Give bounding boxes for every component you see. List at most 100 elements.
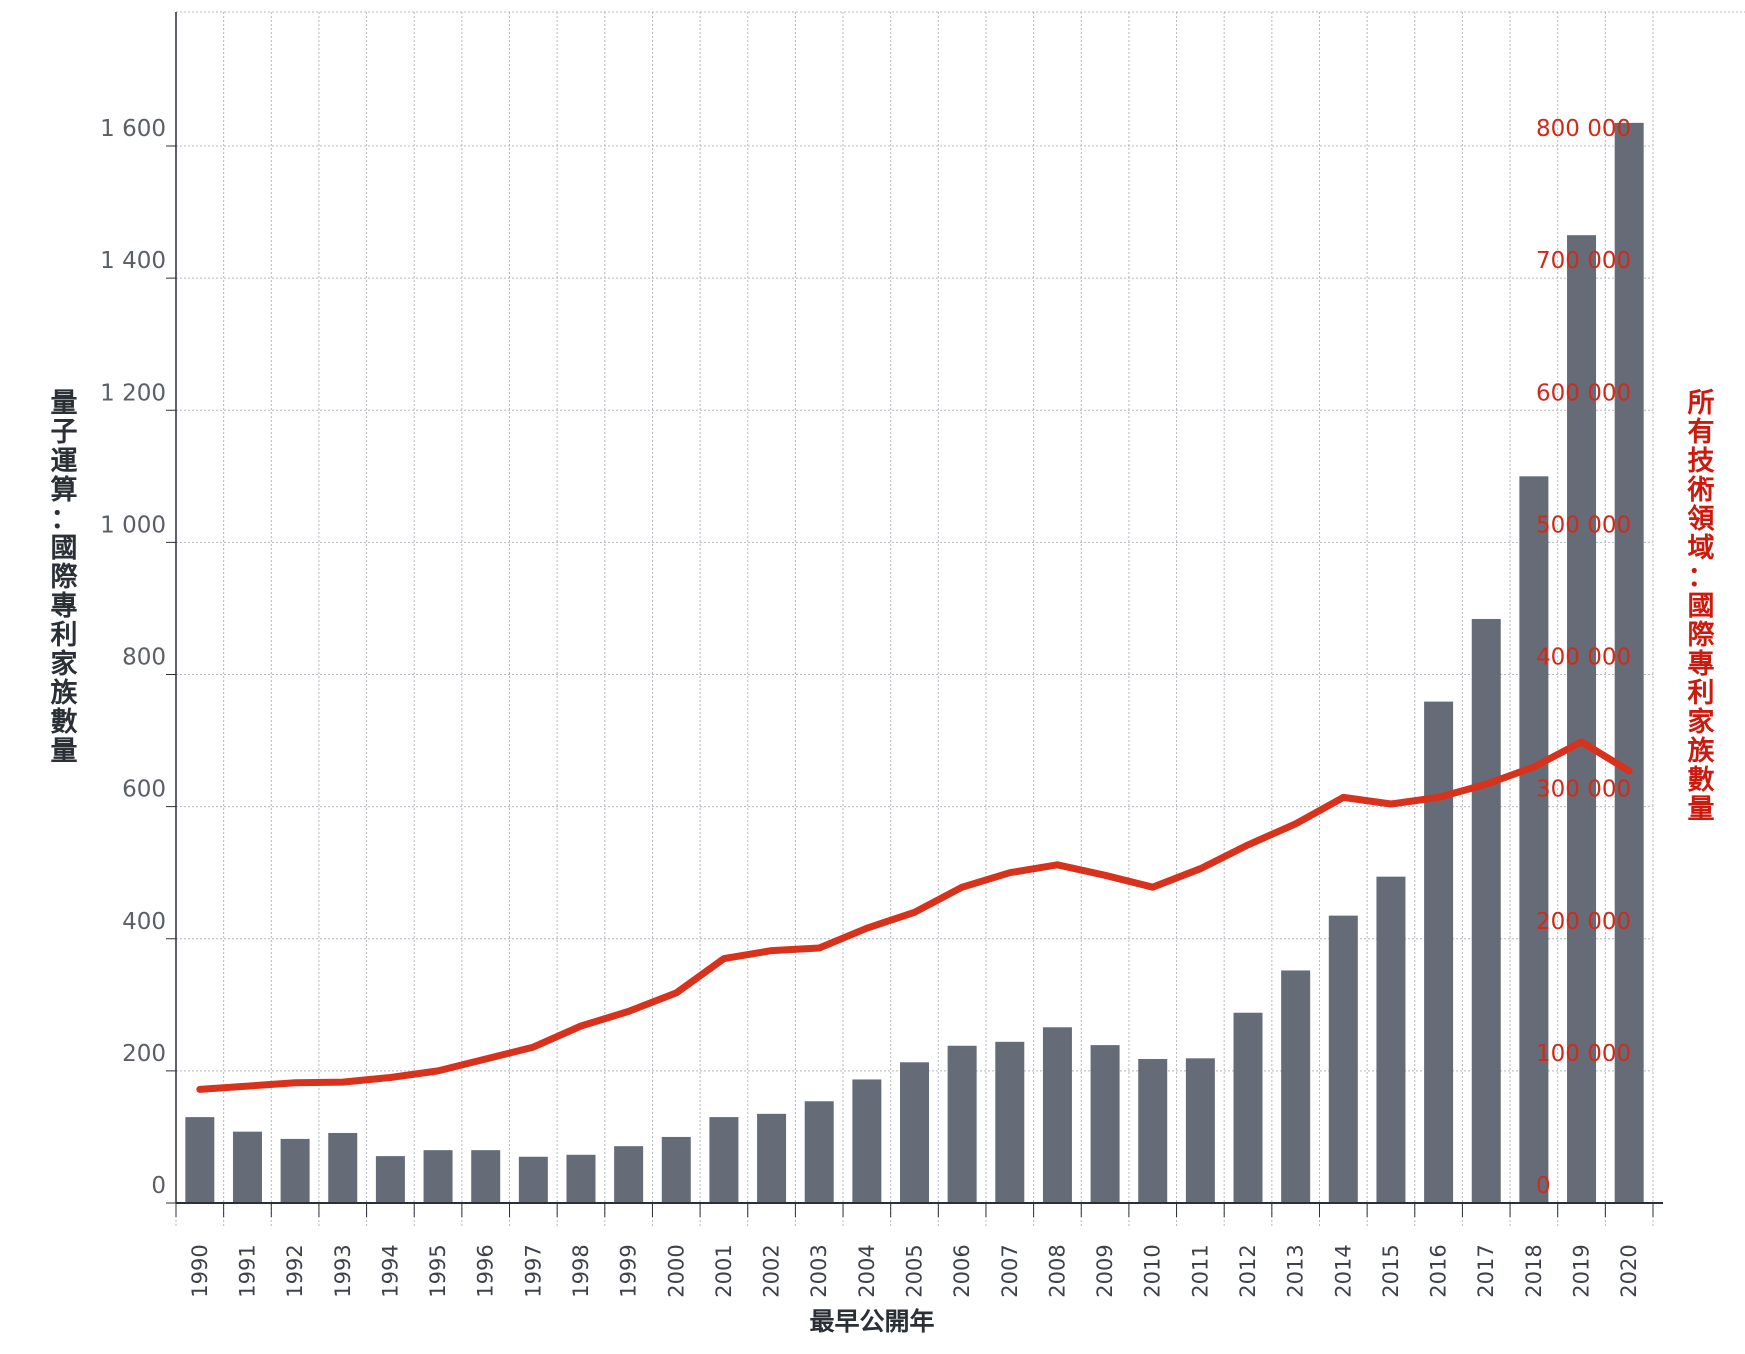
x-tick-label: 1998 — [569, 1244, 593, 1297]
axis-title-char: 子 — [51, 417, 78, 448]
y-left-tick-label: 1 000 — [100, 512, 166, 538]
bar — [566, 1154, 596, 1203]
axis-title-char: 利 — [1688, 678, 1715, 709]
axis-title-char: 量 — [51, 388, 78, 419]
bar — [995, 1041, 1025, 1203]
bar — [1042, 1027, 1072, 1203]
x-tick-label: 2007 — [998, 1244, 1022, 1297]
bar — [1471, 619, 1501, 1203]
bar — [518, 1156, 548, 1203]
bar — [232, 1131, 262, 1203]
bar — [1424, 701, 1454, 1203]
x-tick-label: 1999 — [617, 1244, 641, 1297]
axis-title-char: 量 — [1688, 794, 1715, 825]
y-right-tick-label: 100 000 — [1536, 1041, 1631, 1067]
x-tick-label: 1994 — [378, 1244, 402, 1297]
x-tick-label: 2002 — [760, 1244, 784, 1297]
y-left-tick-label: 800 — [122, 645, 166, 671]
y-right-tick-label: 600 000 — [1536, 380, 1631, 406]
bar — [947, 1045, 977, 1203]
bar — [852, 1079, 882, 1203]
x-tick-label: 2005 — [903, 1244, 927, 1297]
axis-title-char: 有 — [1688, 417, 1715, 448]
x-tick-label: 1995 — [426, 1244, 450, 1297]
axis-title-char: 數 — [51, 707, 78, 738]
bar — [471, 1150, 501, 1203]
y-right-tick-label: 300 000 — [1536, 777, 1631, 803]
bar — [1328, 915, 1358, 1203]
bar — [1138, 1058, 1168, 1203]
x-tick-label: 1990 — [188, 1244, 212, 1297]
bar — [1567, 235, 1597, 1203]
x-tick-label: 2009 — [1093, 1244, 1117, 1297]
y-left-tick-label: 1 600 — [100, 116, 166, 142]
axis-title-char: 所 — [1688, 388, 1715, 419]
axis-title-char: 族 — [1688, 735, 1716, 767]
x-tick-label: 1997 — [521, 1244, 545, 1297]
bar — [1519, 476, 1549, 1203]
bar — [1281, 970, 1311, 1203]
x-tick-label: 2013 — [1284, 1244, 1308, 1297]
y-axis-right-title: 所有技術領域：國際專利家族數量 — [1687, 388, 1716, 825]
x-tick-label: 2001 — [712, 1244, 736, 1297]
axis-title-char: 算 — [51, 474, 78, 506]
bar — [1185, 1058, 1215, 1203]
x-tick-label: 2004 — [855, 1244, 879, 1297]
bar — [757, 1113, 787, 1203]
axis-title-char: 家 — [1688, 706, 1715, 738]
x-tick-label: 2003 — [807, 1244, 831, 1297]
axis-title-char: ： — [51, 504, 78, 535]
bar — [804, 1101, 834, 1203]
x-tick-label: 1992 — [283, 1244, 307, 1297]
x-tick-label: 2012 — [1236, 1244, 1260, 1297]
line-series — [196, 738, 1633, 1093]
x-tick-label: 2016 — [1427, 1244, 1451, 1297]
axis-title-char: 專 — [1688, 649, 1715, 680]
bar — [900, 1062, 929, 1203]
x-tick-label: 2018 — [1522, 1244, 1546, 1297]
bar — [423, 1150, 453, 1203]
y-axis-left-title: 量子運算：國際專利家族數量 — [51, 388, 79, 767]
bar — [1376, 876, 1406, 1203]
bar — [614, 1146, 644, 1203]
x-tick-label: 1993 — [331, 1244, 355, 1297]
axis-title-char: 域 — [1688, 533, 1715, 564]
axis-title-char: 際 — [51, 562, 78, 593]
axis-title-char: 術 — [1687, 475, 1715, 506]
axis-title-char: ： — [1688, 562, 1715, 593]
x-tick-label: 2015 — [1379, 1244, 1403, 1297]
y-left-tick-label: 1 400 — [100, 248, 166, 274]
bar — [185, 1117, 215, 1203]
y-right-tick-label: 700 000 — [1536, 248, 1631, 274]
x-tick-label: 2014 — [1331, 1244, 1355, 1297]
axis-title-char: 族 — [51, 677, 79, 709]
bar — [375, 1156, 405, 1203]
bar — [1233, 1012, 1263, 1203]
x-tick-label: 1991 — [235, 1244, 259, 1297]
y-right-tick-label: 200 000 — [1536, 909, 1631, 935]
axis-title-char: 領 — [1688, 503, 1715, 535]
axis-title-char: 量 — [51, 736, 78, 767]
x-tick-label: 2000 — [664, 1244, 688, 1297]
bar — [661, 1136, 691, 1203]
axis-title-char: 家 — [51, 648, 78, 680]
y-right-tick-label: 400 000 — [1536, 645, 1631, 671]
x-axis-title: 最早公開年 — [809, 1307, 934, 1336]
grid — [175, 11, 1745, 1227]
axis-title-char: 技 — [1688, 446, 1715, 477]
y-left-tick-label: 1 200 — [100, 380, 166, 406]
y-axis-right-ticks: 0 100 000 200 000 300 000 400 000 500 000 600 … — [1536, 116, 1631, 1199]
y-left-tick-label: 0 — [151, 1173, 166, 1199]
y-right-tick-label: 800 000 — [1536, 116, 1631, 142]
axis-title-char: 國 — [51, 533, 78, 564]
axis-title-char: 專 — [51, 591, 78, 622]
axis-title-char: 運 — [51, 446, 78, 477]
x-tick-label: 1996 — [474, 1244, 498, 1297]
axis-title-char: 際 — [1688, 620, 1715, 651]
x-tick-label: 2019 — [1570, 1244, 1594, 1297]
y-left-tick-label: 400 — [122, 909, 166, 935]
axis-title-char: 數 — [1688, 765, 1715, 796]
y-right-tick-label: 0 — [1536, 1173, 1551, 1199]
bar-series — [185, 122, 1644, 1203]
